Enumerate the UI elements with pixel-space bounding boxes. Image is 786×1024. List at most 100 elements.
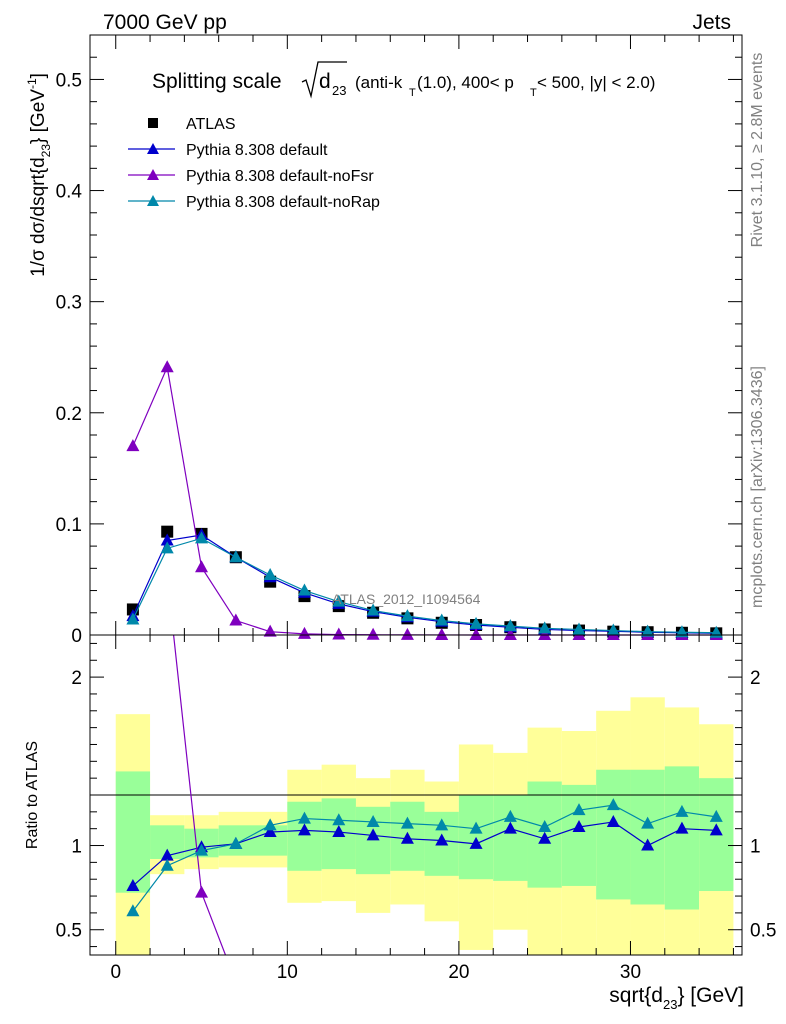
main-axes: 0 0.1 0.2 0.3 0.4 0.5	[56, 35, 742, 647]
ratio-point-pythia-8-308-default	[709, 823, 723, 836]
ylabel-sup: -1	[25, 78, 39, 89]
title-sqrt-sub: 23	[332, 83, 346, 98]
ratio-point-pythia-8-308-default	[606, 814, 620, 827]
y-tick-label: 0.5	[56, 70, 82, 91]
ratio-point-pythia-8-308-default-norap	[160, 858, 174, 871]
y-tick-label: 0	[71, 626, 82, 647]
main-y-axis-label: 1/σ dσ/dsqrt{d23} [GeV-1]	[25, 73, 53, 277]
ratio-point-pythia-8-308-default	[126, 878, 140, 891]
ratio-frame	[89, 634, 743, 956]
y-tick-label: 0.2	[56, 404, 82, 425]
data-point-pythia-8-308-default-norap	[469, 616, 483, 629]
legend-entry-atlas: ATLAS	[148, 116, 236, 133]
rivet-version-label: Rivet 3.1.10, ≥ 2.8M events	[749, 53, 766, 248]
ratio-point-pythia-8-308-default-norap	[641, 816, 655, 829]
ratio-point-pythia-8-308-default-norap	[572, 803, 586, 816]
ratio-point-pythia-8-308-default-norap	[675, 804, 689, 817]
legend-marker-norap	[147, 195, 159, 206]
ratio-point-pythia-8-308-default-norap	[126, 904, 140, 917]
legend: ATLAS Pythia 8.308 default Pythia 8.308 …	[128, 116, 380, 211]
x-axis-label: sqrt{d23} [GeV]	[609, 984, 744, 1012]
header-energy-label: 7000 GeV pp	[103, 11, 227, 34]
data-point-pythia-8-308-default-norap	[126, 612, 140, 625]
ratio-point-pythia-8-308-default-norap	[263, 818, 277, 831]
ratio-data-layer	[126, 635, 723, 955]
y-tick-label: 0.1	[56, 515, 82, 536]
data-point-pythia-8-308-default-nofsr	[538, 628, 552, 640]
ratio-point-pythia-8-308-default-norap	[606, 798, 620, 811]
ratio-point-pythia-8-308-default-norap	[229, 836, 243, 849]
data-point-pythia-8-308-default-nofsr	[160, 360, 174, 373]
ratio-axes: 0.5 0.51 12 20 10 20 30	[56, 635, 776, 983]
data-point-pythia-8-308-default	[160, 533, 174, 546]
main-panel: Splitting scale d 23 (anti-k T (1.0), 40…	[25, 34, 743, 647]
ratio-y-tick-label: 1	[71, 837, 82, 858]
ratio-y-axis-label: Ratio to ATLAS	[24, 741, 41, 849]
ratio-point-pythia-8-308-default	[675, 821, 689, 834]
ylabel-sub: 23	[39, 144, 53, 158]
ratio-panel: 0.5 0.51 12 20 10 20 30 Ratio to ATLAS sqrt{d2…	[24, 634, 776, 1012]
ratio-point-pythia-8-308-default	[263, 825, 277, 838]
x-tick-label: 10	[277, 962, 298, 983]
ratio-point-pythia-8-308-default	[503, 821, 517, 834]
data-point-pythia-8-308-default-norap	[606, 623, 620, 636]
ratio-y-tick-label-right: 0.5	[750, 921, 776, 942]
stat-uncertainty-band	[561, 784, 597, 886]
ratio-point-pythia-8-308-default-norap	[332, 813, 346, 826]
data-point-pythia-8-308-default-norap	[263, 568, 277, 580]
legend-marker-atlas	[148, 118, 158, 128]
xlabel-part-2: } [GeV]	[677, 984, 744, 1007]
ratio-uncertainty-bands	[115, 697, 734, 955]
ylabel-part-2: } [GeV	[28, 89, 49, 144]
title-sqrt-d: d	[319, 70, 331, 93]
data-point-pythia-8-308-default-nofsr	[263, 624, 277, 637]
title-part-3: < 500, |y| < 2.0)	[537, 73, 655, 92]
title-sub-1: T	[409, 87, 416, 99]
xlabel-sub: 23	[663, 997, 677, 1012]
ratio-line-pythia-8-308-default-nofsr	[172, 635, 227, 955]
data-point-pythia-8-308-default-norap	[297, 583, 311, 596]
ratio-point-pythia-8-308-default	[641, 838, 655, 851]
stat-uncertainty-band	[115, 771, 151, 893]
ratio-point-pythia-8-308-default-norap	[538, 820, 552, 832]
ratio-point-pythia-8-308-default-norap	[435, 818, 449, 831]
title-part-2: (1.0), 400< p	[417, 73, 514, 92]
ratio-point-pythia-8-308-default	[332, 825, 346, 838]
ratio-point-pythia-8-308-default-norap	[469, 821, 483, 834]
x-tick-label: 20	[448, 962, 469, 983]
data-point-pythia-8-308-default-norap	[229, 550, 243, 563]
ratio-point-pythia-8-308-default	[400, 831, 414, 844]
data-point-pythia-8-308-default-norap	[160, 541, 174, 554]
ratio-y-tick-label: 0.5	[56, 921, 82, 942]
ratio-y-tick-label: 2	[71, 668, 82, 689]
data-point-pythia-8-308-default-norap	[675, 625, 689, 638]
title-main-text: Splitting scale	[152, 70, 282, 93]
ratio-point-pythia-8-308-default-norap	[297, 811, 311, 824]
xlabel-part-1: sqrt{d	[609, 984, 663, 1007]
data-point-pythia-8-308-default-norap	[332, 594, 346, 607]
legend-marker-default	[147, 143, 159, 154]
data-point-pythia-8-308-default-nofsr	[297, 626, 311, 639]
data-point-pythia-8-308-default-nofsr	[366, 627, 380, 640]
data-point-pythia-8-308-default-norap	[195, 531, 209, 544]
legend-label-atlas: ATLAS	[186, 116, 236, 133]
ratio-point-pythia-8-308-default-norap	[709, 809, 723, 822]
ratio-point-pythia-8-308-default	[572, 820, 586, 832]
ratio-point-pythia-8-308-default-norap	[195, 843, 209, 856]
legend-label-default: Pythia 8.308 default	[186, 142, 328, 159]
ylabel-close: ]	[28, 73, 49, 78]
title-sub-2: T	[530, 87, 537, 99]
data-point-pythia-8-308-default-norap	[400, 609, 414, 622]
ratio-point-pythia-8-308-default	[469, 836, 483, 849]
data-point-pythia-8-308-default-nofsr	[400, 627, 414, 640]
analysis-watermark: ATLAS_2012_I1094564	[332, 591, 481, 607]
stat-uncertainty-band	[596, 769, 631, 900]
data-point-pythia-8-308-default-nofsr	[126, 439, 140, 452]
legend-entry-norap: Pythia 8.308 default-noRap	[128, 194, 380, 211]
data-point-pythia-8-308-default-norap	[572, 622, 586, 635]
ratio-point-pythia-8-308-default	[435, 833, 449, 846]
series-line-pythia-8-308-default-norap	[132, 537, 717, 634]
ratio-point-pythia-8-308-default	[366, 828, 380, 841]
y-tick-label: 0.3	[56, 293, 82, 314]
